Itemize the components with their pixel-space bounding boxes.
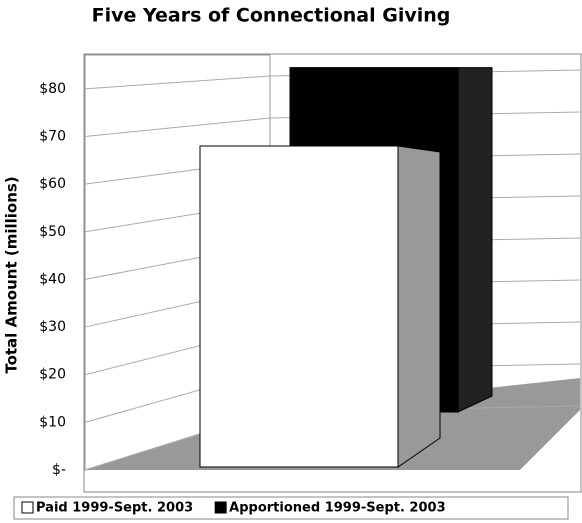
y-tick-label: $- <box>52 462 66 478</box>
y-tick-label: $70 <box>39 128 66 144</box>
y-tick-label: $40 <box>39 271 66 287</box>
bar-side <box>397 145 441 468</box>
legend-swatch <box>214 501 227 514</box>
y-axis-label: Total Amount (millions) <box>3 176 21 373</box>
legend-label: Apportioned 1999-Sept. 2003 <box>229 501 445 516</box>
grid-line <box>84 75 271 90</box>
y-tick-label: $20 <box>39 367 66 383</box>
y-tick-label: $50 <box>39 224 66 240</box>
chart-title: Five Years of Connectional Giving <box>92 5 451 27</box>
y-tick-label: $60 <box>39 176 66 192</box>
legend-swatch <box>21 501 34 514</box>
y-tick-label: $30 <box>39 319 66 335</box>
legend-label: Paid 1999-Sept. 2003 <box>36 501 193 516</box>
y-tick-label: $10 <box>39 414 66 430</box>
y-tick-label: $80 <box>39 81 66 97</box>
bar-side <box>457 67 493 413</box>
grid-line <box>84 117 271 137</box>
legend-box <box>13 496 569 520</box>
bar <box>199 145 399 468</box>
